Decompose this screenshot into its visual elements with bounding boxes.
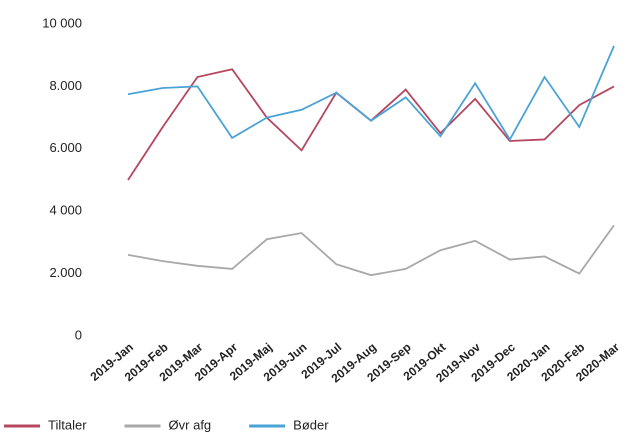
series-line [127, 68, 615, 181]
series-line [127, 45, 615, 142]
y-tick-label: 10 000 [42, 15, 82, 30]
y-tick-label: 8.000 [49, 78, 82, 93]
y-tick-label: 0 [75, 327, 82, 342]
legend-label: Øvr afg [169, 417, 212, 432]
y-tick-label: 2.000 [49, 265, 82, 280]
legend-label: Bøder [293, 417, 329, 432]
series-line [127, 224, 615, 277]
y-tick-label: 4 000 [49, 203, 82, 218]
y-tick-label: 6.000 [49, 140, 82, 155]
legend-label: Tiltaler [48, 417, 87, 432]
